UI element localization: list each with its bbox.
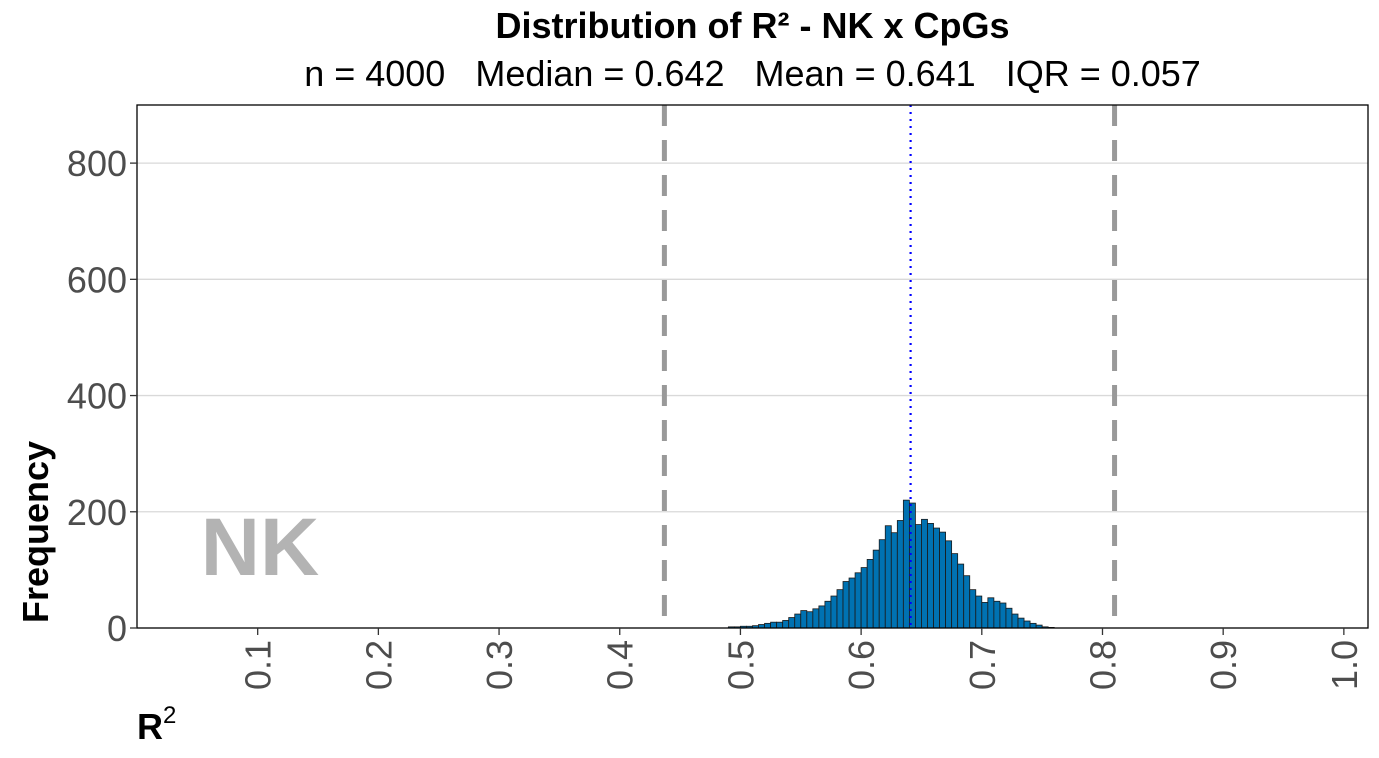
x-axis-label-superscript: 2 [163,702,176,729]
watermark-label: NK [201,502,319,593]
histogram-bar [999,602,1007,629]
histogram-bar [957,563,965,629]
y-tick-label: 400 [67,376,127,417]
chart-title: Distribution of R² - NK x CpGs [495,5,1010,46]
histogram-bar [993,600,1001,629]
histogram-bar [981,602,989,629]
histogram-bar [896,520,904,629]
histogram-bar [776,621,784,629]
reference-lines-layer [661,105,1118,628]
y-tick-label: 200 [67,492,127,533]
x-tick-label: 0.4 [600,640,641,690]
histogram-bar [860,567,868,629]
histogram-bar [915,524,922,629]
histogram-bar [800,610,808,629]
y-axis-label: Frequency [15,441,56,623]
histogram-bar [921,518,928,629]
histogram-bar [1023,620,1031,629]
histogram-bar [782,620,790,629]
x-tick-label: 0.1 [238,640,279,690]
axes-layer: 0 200 400 600 800 0.1 0.2 0.3 0.4 0.5 0.6 0.7 0.8 0.9… [67,143,1365,690]
histogram-bar [764,622,772,629]
x-tick-label: 0.2 [358,640,399,690]
chart-subtitle: n = 4000 Median = 0.642 Mean = 0.641 IQR… [304,53,1201,94]
x-tick-label: 0.7 [962,640,1003,690]
histogram-bar [770,621,778,629]
x-tick-label: 0.3 [479,640,520,690]
panel-border [136,104,1369,629]
histogram-bar [872,549,880,629]
histogram-bar [927,523,934,629]
histogram-bar [975,595,983,629]
histogram-bar [842,581,850,629]
histogram-bar [794,613,802,629]
histogram-bar [836,589,844,629]
bars-layer [727,499,1055,629]
histogram-bar [878,539,886,629]
histogram-bar [890,532,898,629]
histogram-bar [848,577,856,629]
x-tick-label: 0.5 [720,640,761,690]
histogram-bar [987,597,995,629]
y-tick-label: 0 [107,608,127,649]
x-axis-label-main: R [137,706,163,747]
histogram-bar [854,572,862,629]
histogram-bar [812,608,820,629]
x-tick-label: 0.6 [841,640,882,690]
histogram-bar [806,611,814,629]
histogram-bar [866,559,874,629]
y-tick-label: 600 [67,259,127,300]
histogram-bar [969,589,977,629]
x-tick-label: 0.9 [1203,640,1244,690]
histogram-bar [884,525,892,629]
histogram-bar [1017,617,1025,629]
x-tick-label: 0.8 [1082,640,1123,690]
histogram-bar [818,605,826,629]
histogram-bar [830,595,838,629]
histogram-bar [824,600,832,629]
grid-layer [137,162,1368,513]
histogram-bar [945,540,953,629]
histogram-bar [902,499,910,629]
histogram-bar [1029,622,1037,629]
y-tick-label: 800 [67,143,127,184]
histogram-bar [939,531,946,629]
histogram-bar [963,575,971,629]
histogram-bar [933,527,940,629]
histogram-bar [788,617,796,629]
histogram-bar [1005,607,1013,629]
histogram-bar [1011,613,1019,629]
x-tick-label: 1.0 [1324,640,1365,690]
histogram-bar [951,553,959,629]
x-axis-label: R2 [137,702,176,747]
